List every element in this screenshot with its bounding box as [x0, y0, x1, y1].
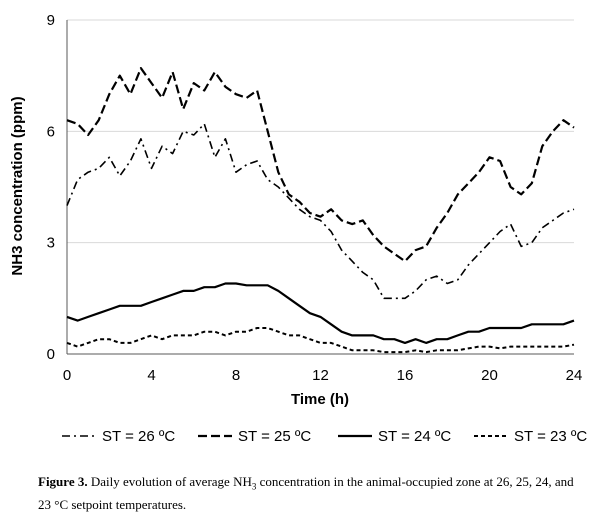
x-tick-labels: 0 4 8 12 16 20 24 — [63, 367, 583, 384]
legend-label-3: ST = 23 ºC — [514, 428, 587, 445]
series-line-3 — [66, 327, 575, 354]
chart-background — [0, 0, 600, 470]
y-tick-label-0: 0 — [47, 346, 55, 363]
x-tick-label-1: 4 — [147, 367, 155, 384]
axes — [66, 20, 574, 355]
x-tick-label-3: 12 — [312, 367, 329, 384]
legend-label-2: ST = 24 ºC — [378, 428, 451, 445]
caption-text-before: Daily evolution of average NH — [87, 474, 252, 489]
caption-text-after: concentration in the animal-occupied zon… — [38, 474, 574, 512]
legend-label-1: ST = 25 ºC — [238, 428, 311, 445]
series-lines — [66, 67, 575, 354]
y-tick-label-1: 3 — [47, 235, 55, 252]
y-axis-title: NH3 concentration (ppm) — [9, 96, 26, 275]
x-tick-label-2: 8 — [232, 367, 240, 384]
x-tick-label-0: 0 — [63, 367, 71, 384]
nh3-line-chart: 0 4 8 12 16 20 24 0 3 6 9 Time (h) NH3 concentrat… — [0, 0, 600, 470]
legend-label-0: ST = 26 ºC — [102, 428, 175, 445]
caption-subscript: 3 — [251, 481, 257, 492]
y-tick-label-3: 9 — [47, 12, 55, 29]
x-tick-label-6: 24 — [566, 367, 583, 384]
series-line-2 — [66, 282, 575, 344]
y-tick-labels: 0 3 6 9 — [47, 12, 55, 363]
y-tick-label-2: 6 — [47, 123, 55, 140]
figure-caption: Figure 3. Daily evolution of average NH3… — [38, 473, 583, 514]
x-axis-title: Time (h) — [291, 391, 349, 408]
x-tick-label-4: 16 — [397, 367, 414, 384]
series-line-1 — [66, 67, 575, 263]
x-tick-label-5: 20 — [481, 367, 498, 384]
series-line-0 — [66, 123, 575, 300]
legend: ST = 26 ºC ST = 25 ºC ST = 24 ºC ST = 23 ºC — [62, 428, 587, 445]
caption-label: Figure 3. — [38, 474, 88, 489]
